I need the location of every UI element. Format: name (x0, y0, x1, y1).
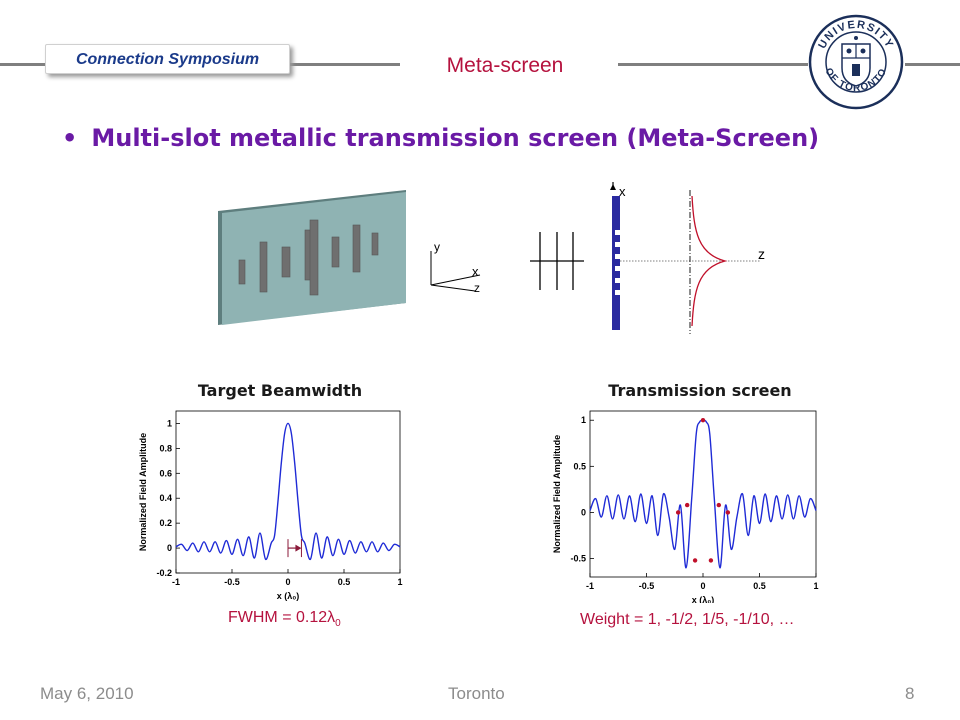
bullet-item: • Multi-slot metallic transmission screen… (62, 124, 819, 152)
left-plot-ylabel: Normalized Field Amplitude (138, 433, 148, 551)
meta-screen-3d-diagram: y x z (218, 190, 481, 325)
footer-place: Toronto (448, 684, 505, 703)
left-plot-xtick-label: 0 (285, 577, 290, 587)
symposium-badge-label: Connection Symposium (75, 51, 260, 68)
side-screen-slots (615, 230, 620, 295)
left-caption-subscript: 0 (335, 618, 341, 630)
footer-page: 8 (905, 684, 915, 703)
bullet-marker: • (62, 124, 78, 152)
left-plot-xtick-label: -0.5 (224, 577, 240, 587)
symposium-badge: Connection Symposium (45, 44, 290, 74)
slide-title: Meta-screen (446, 54, 564, 77)
left-plot-caption: FWHM = 0.12λ0 (228, 609, 341, 629)
left-plot-ytick-label: 0.4 (159, 493, 172, 503)
left-plot-fwhm-arrowhead (295, 544, 302, 552)
right-plot-xtick-label: 0 (700, 581, 705, 591)
left-plot-xtick-label: 1 (397, 577, 402, 587)
left-plot-ytick-label: 0.2 (159, 518, 172, 528)
axes-triad (430, 251, 481, 292)
left-plot-ytick-label: -0.2 (156, 568, 172, 578)
right-plot-ytick-label: -0.5 (570, 554, 586, 564)
right-plot-weight-marker (675, 510, 681, 515)
right-plot-xtick-label: -1 (586, 581, 594, 591)
header-rule-left (0, 63, 45, 66)
meta-screen-side-diagram: x z (530, 182, 765, 334)
right-plot-ytick-label: 0.5 (573, 461, 586, 471)
right-plot-axes-box (589, 410, 817, 578)
right-plot-weight-marker (716, 502, 722, 508)
university-logo: UNIVERSITY OF TORONTO (808, 14, 904, 110)
left-plot: -1 -0.5 0 0.5 1 -0.2 0 0.2 0.4 0.6 0.8 1 x (λ₀) Norma… (138, 410, 403, 601)
footer-date: May 6, 2010 (40, 684, 134, 703)
side-axis-z-label: z (758, 246, 765, 262)
left-caption-text: FWHM = 0.12λ (228, 609, 336, 626)
left-plot-ytick-label: 1 (167, 418, 172, 428)
header-rule-right (618, 63, 808, 66)
right-plot-ytick-label: 1 (581, 415, 586, 425)
right-plot-weight-marker (725, 510, 731, 515)
left-plot-xlabel: x (λ₀) (277, 591, 300, 601)
left-plot-ytick-label: 0.6 (159, 468, 172, 478)
right-plot-weight-marker (684, 502, 690, 508)
right-plot-caption: Weight = 1, -1/2, 1/5, -1/10, … (580, 611, 795, 628)
side-screen-bar (612, 196, 620, 330)
left-plot-xtick-label: 0.5 (338, 577, 351, 587)
right-plot: -1 -0.5 0 0.5 1 -0.5 0 0.5 1 x (λ₀) Normalized Fie… (552, 410, 819, 603)
screen-slots (238, 219, 379, 296)
header-rule-mid (290, 63, 400, 66)
right-plot-xtick-label: 0.5 (753, 581, 766, 591)
side-axis-x-label: x (619, 184, 626, 199)
focal-field-profile (691, 195, 728, 327)
left-plot-xtick-label: -1 (172, 577, 180, 587)
left-plot-title: Target Beamwidth (197, 381, 363, 400)
right-plot-title: Transmission screen (608, 381, 792, 400)
left-plot-ytick-label: 0 (167, 543, 172, 553)
axis-y-label: y (434, 240, 440, 254)
right-plot-xtick-label: -0.5 (639, 581, 655, 591)
right-plot-weight-marker (692, 558, 698, 563)
right-plot-weight-marker (708, 558, 714, 563)
right-plot-series-line (589, 419, 817, 569)
bullet-text: Multi-slot metallic transmission screen … (91, 124, 820, 152)
left-plot-series-line (175, 422, 401, 560)
axis-x-label: x (472, 264, 479, 279)
right-plot-xtick-label: 1 (813, 581, 818, 591)
right-plot-weight-marker (700, 418, 706, 423)
right-plot-ylabel: Normalized Field Amplitude (552, 435, 562, 553)
right-plot-ytick-label: 0 (581, 507, 586, 517)
left-plot-ytick-label: 0.8 (159, 443, 172, 453)
incident-wavefronts (530, 232, 584, 290)
right-plot-xlabel: x (λ₀) (692, 595, 715, 603)
axis-z-label: z (474, 281, 480, 295)
header-rule-far-right (905, 63, 960, 66)
